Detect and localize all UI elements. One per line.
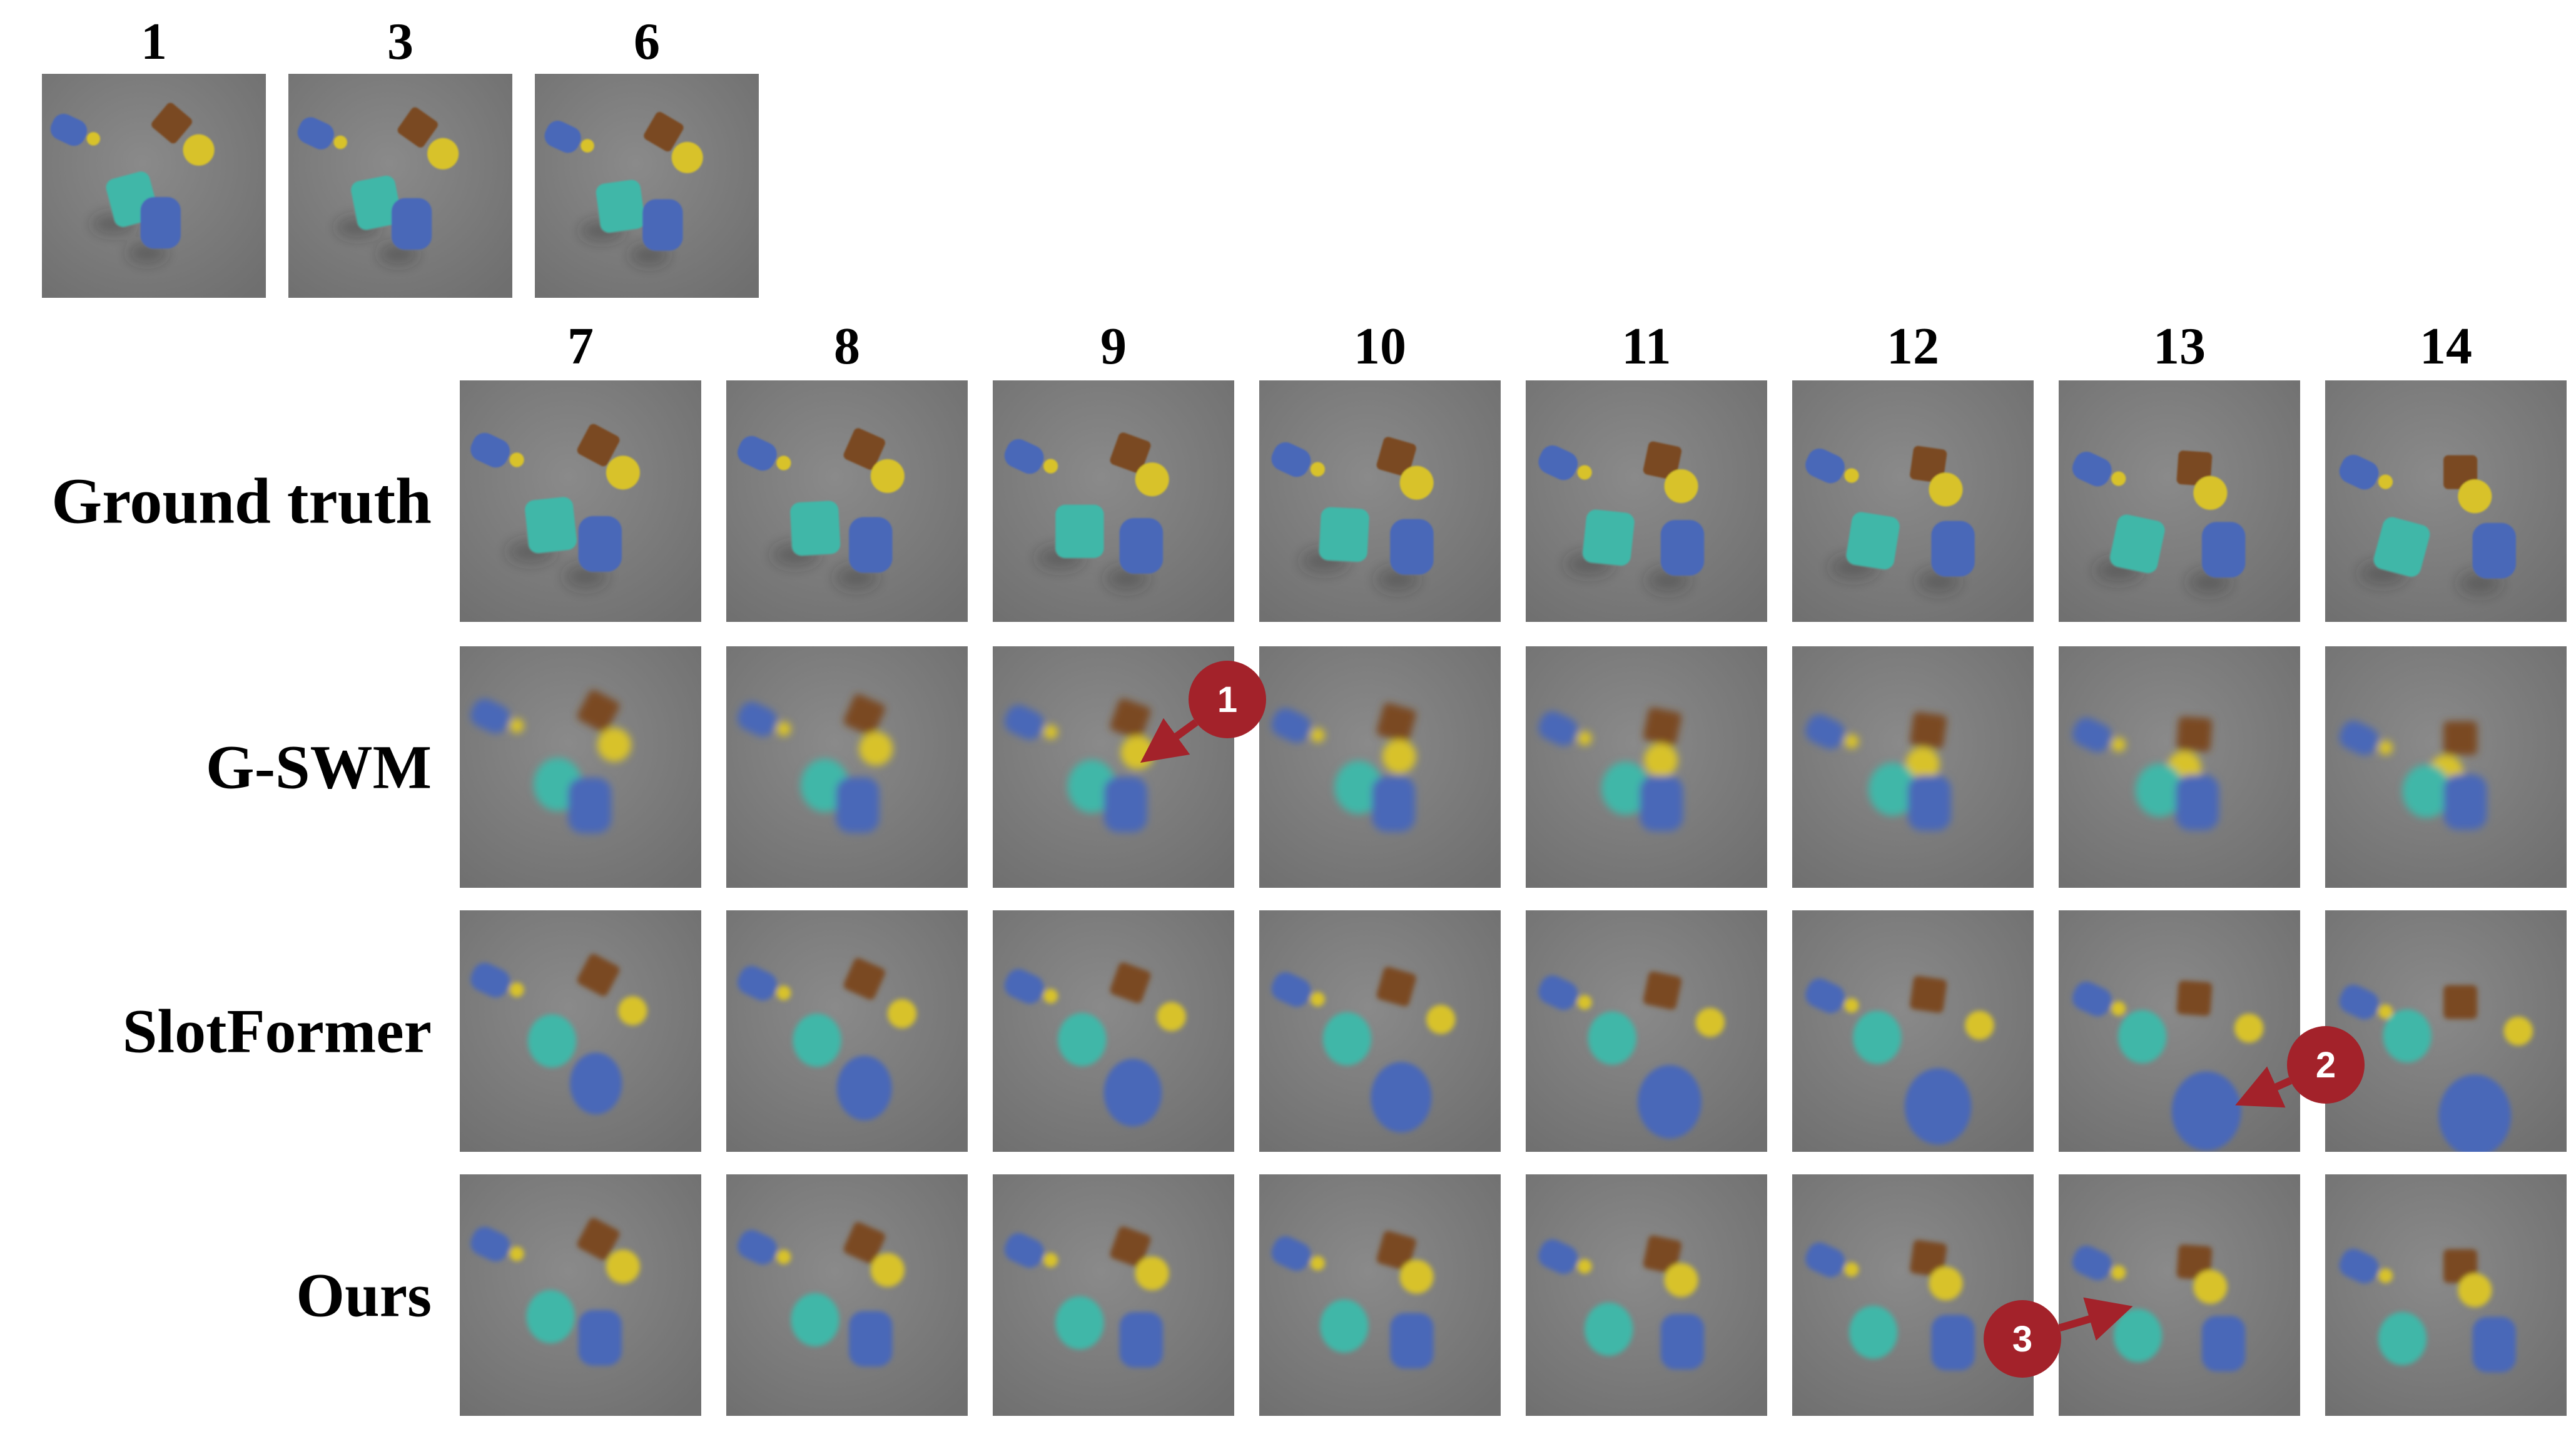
callout-arrow [1140, 718, 1199, 763]
predicted-frame-number: 9 [1100, 317, 1127, 375]
prediction-image [1259, 1174, 1501, 1416]
prediction-image [1526, 1174, 1767, 1416]
prediction-image [460, 910, 701, 1152]
prediction-image [726, 646, 968, 888]
predicted-frame-number: 10 [1354, 317, 1406, 375]
prediction-image [1259, 380, 1501, 622]
prediction-image [993, 1174, 1234, 1416]
callout-number: 3 [2012, 1319, 2032, 1360]
prediction-image [1259, 910, 1501, 1152]
context-frame-image [42, 74, 266, 298]
prediction-image [726, 380, 968, 622]
prediction-image [1259, 646, 1501, 888]
row-label: SlotFormer [122, 996, 432, 1066]
prediction-image [1792, 646, 2034, 888]
predicted-frame-number: 11 [1621, 317, 1671, 375]
predicted-frame-number: 14 [2420, 317, 2472, 375]
prediction-image [2325, 646, 2567, 888]
callout-circle [2287, 1026, 2365, 1104]
callout-3: 3 [1984, 1297, 2133, 1378]
context-frame-image [288, 74, 512, 298]
prediction-image [2325, 1174, 2567, 1416]
predicted-frame-number: 12 [1887, 317, 1939, 375]
predicted-frame-number: 7 [567, 317, 594, 375]
prediction-image [1526, 646, 1767, 888]
prediction-image [460, 1174, 701, 1416]
prediction-image [993, 380, 1234, 622]
prediction-image [460, 646, 701, 888]
prediction-image [1526, 910, 1767, 1152]
context-frame-image [535, 74, 759, 298]
prediction-image [1792, 380, 2034, 622]
callout-circle [1189, 661, 1266, 738]
prediction-image [2059, 1174, 2300, 1416]
prediction-image [2325, 910, 2567, 1152]
prediction-image [726, 1174, 968, 1416]
predicted-frame-number: 8 [834, 317, 860, 375]
context-frame-number: 3 [387, 13, 413, 71]
callout-arrow [2235, 1066, 2292, 1108]
predicted-frame-number: 13 [2153, 317, 2206, 375]
callout-number: 2 [2316, 1045, 2336, 1086]
prediction-image [2059, 646, 2300, 888]
callout-circle [1984, 1300, 2061, 1378]
prediction-image [2059, 380, 2300, 622]
callout-1: 1 [1140, 661, 1266, 763]
context-frame-number: 6 [634, 13, 660, 71]
prediction-image [726, 910, 968, 1152]
row-label: Ours [296, 1260, 432, 1330]
row-label: G-SWM [205, 732, 432, 802]
prediction-image [1792, 910, 2034, 1152]
row-label: Ground truth [51, 465, 432, 537]
prediction-image [2059, 910, 2300, 1152]
prediction-image [1792, 1174, 2034, 1416]
callout-2: 2 [2235, 1026, 2365, 1108]
prediction-image [2325, 380, 2567, 622]
prediction-image [460, 380, 701, 622]
prediction-image [1526, 380, 1767, 622]
callout-arrow [2058, 1297, 2133, 1341]
callout-number: 1 [1217, 679, 1237, 720]
prediction-image [993, 910, 1234, 1152]
context-frame-number: 1 [141, 13, 167, 71]
